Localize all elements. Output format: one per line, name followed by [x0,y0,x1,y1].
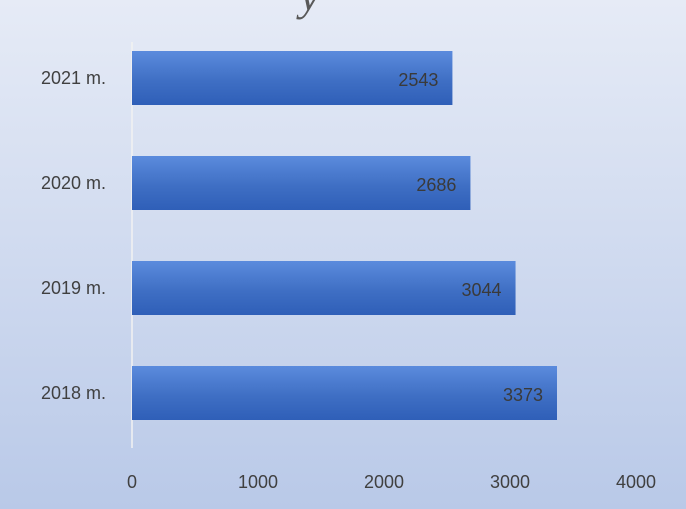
bar [132,156,471,210]
bar [132,366,557,420]
data-label: 2686 [416,175,456,195]
data-label: 2543 [398,70,438,90]
category-label: 2020 m. [41,173,106,193]
category-label: 2021 m. [41,68,106,88]
bar [132,51,453,105]
x-tick-label: 2000 [364,472,404,492]
bar [132,261,516,315]
x-tick-label: 4000 [616,472,656,492]
x-tick-label: 0 [127,472,137,492]
data-label: 3044 [461,280,501,300]
x-tick-label: 1000 [238,472,278,492]
category-label: 2019 m. [41,278,106,298]
category-label: 2018 m. [41,383,106,403]
chart-title: y [300,0,320,21]
data-label: 3373 [503,385,543,405]
x-tick-label: 3000 [490,472,530,492]
